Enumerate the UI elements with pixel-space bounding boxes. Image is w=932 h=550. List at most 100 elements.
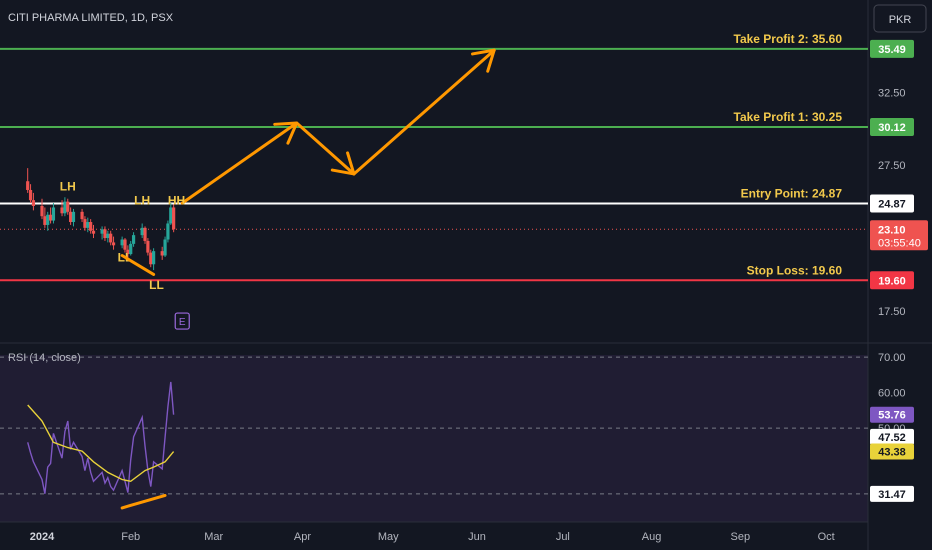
lower-band-value-badge <box>870 485 914 502</box>
rsi-pane-background <box>0 355 868 522</box>
candle-body <box>46 214 50 225</box>
time-axis[interactable]: 2024 Feb Mar Apr May Jun Jul Aug Sep Oct <box>30 531 835 543</box>
candle-body <box>71 211 76 223</box>
time-tick-label: May <box>378 531 399 543</box>
projection-arrowhead <box>471 48 496 73</box>
candle-body <box>143 227 147 241</box>
candle-body <box>131 235 136 244</box>
stop-loss-label: Stop Loss: 19.60 <box>747 263 843 277</box>
pattern-annotations: LHLHHHLLLLE <box>60 180 190 330</box>
projection-arrowhead <box>330 151 356 176</box>
candle-body <box>100 229 104 234</box>
candle-body <box>149 252 153 265</box>
candle-body <box>31 200 36 206</box>
take_profit_1-label: Take Profit 1: 30.25 <box>734 110 843 124</box>
candle-body <box>126 249 130 255</box>
candle-body <box>28 189 33 201</box>
price-tick-label: 27.50 <box>878 160 906 172</box>
candle-body <box>86 222 90 228</box>
time-tick-label: Mar <box>204 531 223 543</box>
lower-band-value-badge-text: 31.47 <box>878 489 906 501</box>
currency-button[interactable]: PKR <box>873 4 927 33</box>
currency-label[interactable]: PKR <box>889 14 912 26</box>
rsi-divergence-stroke <box>120 493 167 510</box>
candle-body <box>51 207 56 221</box>
candle-body <box>63 201 67 214</box>
price-tick-label: 17.50 <box>878 306 906 318</box>
stop-loss-badge <box>870 271 914 290</box>
candle-body <box>83 219 87 228</box>
time-tick-label: Jun <box>468 531 486 543</box>
trade-levels: Take Profit 2: 35.60 Take Profit 1: 30.25… <box>0 32 868 282</box>
band-value-badge <box>870 428 914 445</box>
candle-body <box>66 201 70 212</box>
rsi-title[interactable]: RSI (14, close) <box>8 352 81 364</box>
candle-body <box>69 211 73 223</box>
rsi-value-badge-text: 53.76 <box>878 410 906 422</box>
candle-body <box>103 229 107 239</box>
candle-body <box>129 243 133 255</box>
candle-body <box>80 211 84 220</box>
take_profit_1-badge <box>870 118 914 137</box>
rsi-tick-label: 70.00 <box>878 352 906 364</box>
pattern-label-hh: HH <box>168 194 185 208</box>
symbol-title[interactable]: CITI PHARMA LIMITED, 1D, PSX <box>8 12 174 24</box>
candle-body <box>172 207 176 230</box>
rsi-series <box>27 381 175 510</box>
rsi-tick-label: 60.00 <box>878 388 906 400</box>
candle-body <box>40 206 44 217</box>
candle-body <box>146 240 150 253</box>
time-tick-label: 2024 <box>30 531 55 543</box>
candle-body <box>160 251 164 256</box>
candle-body <box>60 207 64 214</box>
take_profit_2-badge-text: 35.49 <box>878 44 906 56</box>
time-tick-label: Feb <box>121 531 140 543</box>
entry-point-badge-text: 24.87 <box>878 199 906 211</box>
band-value-badge-text: 47.52 <box>878 432 906 444</box>
entry-point-badge <box>870 194 914 213</box>
time-tick-label: Apr <box>294 531 311 543</box>
projection-arrowhead <box>273 121 299 145</box>
last-price-badge <box>870 220 928 251</box>
rsi-line <box>27 381 175 494</box>
candle-body <box>48 214 53 221</box>
take_profit_2-badge <box>870 39 914 58</box>
rsi-ma-value-badge <box>870 443 914 460</box>
pattern-label-ll: LL <box>149 278 164 292</box>
rsi-value-badge <box>870 406 914 423</box>
time-tick-label: Oct <box>818 531 835 543</box>
entry-point-label: Entry Point: 24.87 <box>741 187 843 201</box>
candle-body <box>26 181 30 190</box>
rsi-ma-line <box>27 404 175 483</box>
candle-body <box>91 230 96 234</box>
candle-body <box>106 233 110 239</box>
earnings-event-label[interactable]: E <box>179 317 186 328</box>
candle-body <box>166 223 170 240</box>
projection-path <box>180 48 496 205</box>
candle-body <box>140 227 144 236</box>
candle-body <box>152 251 156 265</box>
candle-body <box>111 242 116 246</box>
candle-body <box>43 216 47 225</box>
candle-body <box>109 233 113 243</box>
projection-arrows <box>180 48 496 205</box>
time-tick-label: Jul <box>556 531 570 543</box>
candle-body <box>123 239 127 250</box>
rsi-ma-value-badge-text: 43.38 <box>878 447 906 459</box>
earnings-event-marker[interactable] <box>174 312 190 330</box>
grid-lines <box>0 356 868 495</box>
stop-loss-badge-text: 19.60 <box>878 275 906 287</box>
candle-body <box>163 239 167 256</box>
currency-button-frame[interactable] <box>873 4 927 33</box>
countdown-text: 03:55:40 <box>878 237 921 249</box>
price-tick-label: 32.50 <box>878 87 906 99</box>
candle-body <box>89 222 93 231</box>
time-tick-label: Aug <box>642 531 662 543</box>
pattern-label-lh: LH <box>134 194 150 208</box>
price-trend-stroke <box>120 254 156 276</box>
candlestick-series <box>26 168 176 271</box>
take_profit_2-label: Take Profit 2: 35.60 <box>734 32 843 46</box>
